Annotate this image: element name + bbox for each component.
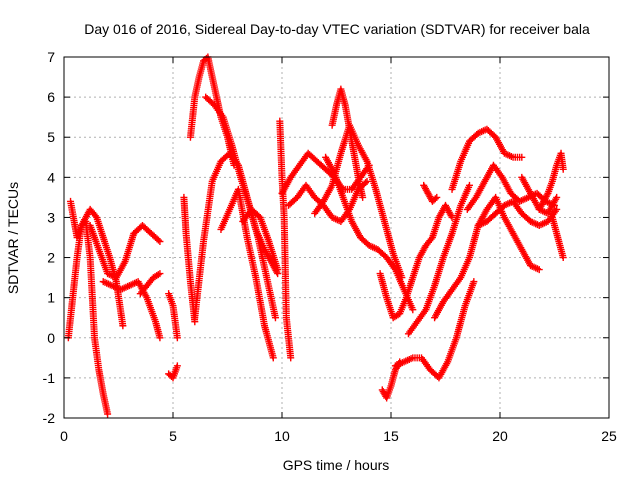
x-tick-label: 15 <box>383 428 399 444</box>
data-point-track-y <box>535 266 543 274</box>
y-tick-label: 4 <box>47 169 55 185</box>
x-axis-tick-labels: 0 5 10 15 20 25 <box>60 428 617 444</box>
data-point-track-x <box>431 195 439 203</box>
y-tick-label: 1 <box>47 290 55 306</box>
x-tick-label: 0 <box>60 428 68 444</box>
data-point-track-m <box>274 266 282 274</box>
data-point-track-g <box>173 362 181 370</box>
y-tick-label: -2 <box>43 410 56 426</box>
axis-ticks <box>63 56 610 419</box>
data-point-track-d <box>156 334 164 342</box>
data-point-track-t <box>427 235 435 243</box>
data-point-track-ab <box>553 205 561 213</box>
data-point-track-ad <box>543 191 551 199</box>
data-point-track-w <box>465 181 473 189</box>
data-point-track-e <box>156 270 164 278</box>
data-point-track-k <box>271 314 279 322</box>
y-tick-label: 3 <box>47 209 55 225</box>
x-axis-label: GPS time / hours <box>283 457 390 473</box>
y-tick-label: 0 <box>47 330 55 346</box>
data-point-track-z <box>518 153 526 161</box>
x-tick-label: 10 <box>274 428 290 444</box>
data-point-track-s <box>409 306 417 314</box>
data-point-track-b <box>119 322 127 330</box>
y-tick-label: 2 <box>47 250 55 266</box>
data-point-track-b <box>91 212 99 220</box>
data-point-track-r <box>359 193 367 201</box>
y-tick-label: -1 <box>43 370 56 386</box>
y-tick-label: 7 <box>47 49 55 65</box>
x-tick-label: 25 <box>601 428 617 444</box>
data-points <box>64 53 567 418</box>
y-tick-label: 6 <box>47 89 55 105</box>
data-point-track-v <box>470 278 478 286</box>
data-point-track-n <box>287 354 295 362</box>
data-point-track-l <box>269 354 277 362</box>
y-tick-label: 5 <box>47 129 55 145</box>
y-axis-label: SDTVAR / TECUs <box>5 182 21 294</box>
data-point-track-ae <box>559 254 567 262</box>
data-point-track-ad <box>559 165 567 173</box>
data-point-track-f <box>173 334 181 342</box>
data-point-track-c <box>154 236 162 244</box>
data-point-track-a <box>104 410 112 418</box>
data-point-track-x <box>433 193 441 201</box>
data-point-track-p <box>363 177 371 185</box>
plot-frame <box>63 56 610 419</box>
data-point-track-p <box>362 179 370 187</box>
chart-title: Day 016 of 2016, Sidereal Day-to-day VTE… <box>84 21 590 37</box>
y-axis-tick-labels: -2 -1 0 1 2 3 4 5 6 7 <box>43 49 56 426</box>
data-point-track-ac <box>553 193 561 201</box>
x-tick-label: 5 <box>169 428 177 444</box>
x-tick-label: 20 <box>492 428 508 444</box>
data-point-track-c <box>156 238 164 246</box>
